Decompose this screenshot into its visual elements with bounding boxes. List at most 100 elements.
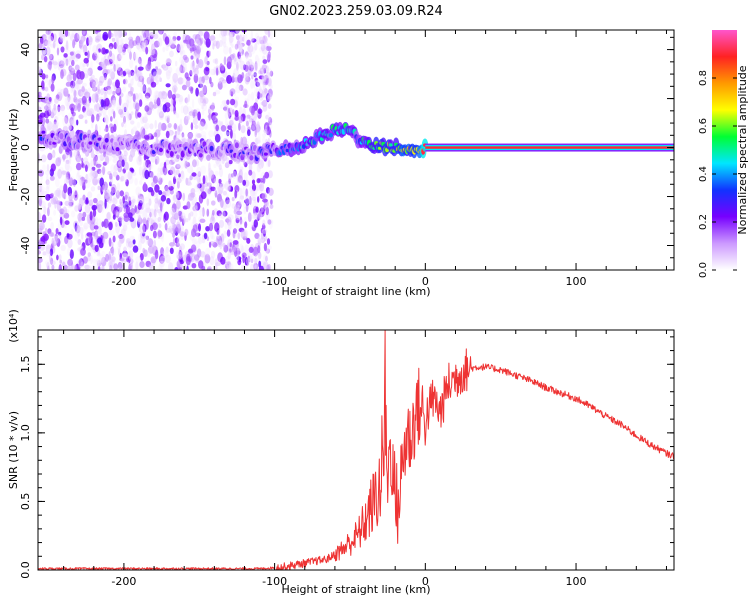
noise-speckle (167, 89, 173, 99)
noise-speckle (193, 117, 198, 124)
noise-speckle (257, 131, 261, 140)
noise-speckle (116, 232, 120, 239)
noise-speckle (202, 98, 207, 107)
noise-speckle (149, 211, 152, 218)
noise-speckle (208, 171, 212, 180)
noise-speckle (87, 178, 92, 183)
noise-speckle (83, 222, 89, 230)
noise-speckle (161, 90, 166, 96)
noise-speckle (232, 228, 238, 234)
noise-speckle (123, 150, 128, 157)
noise-speckle (254, 60, 258, 71)
noise-speckle (245, 188, 248, 197)
noise-speckle (38, 240, 41, 245)
noise-speckle (93, 263, 98, 270)
noise-speckle (87, 67, 93, 77)
noise-speckle (214, 133, 221, 143)
noise-speckle (258, 210, 262, 218)
noise-speckle (267, 53, 271, 63)
noise-speckle (112, 197, 116, 203)
noise-speckle (97, 266, 101, 270)
noise-speckle (245, 120, 249, 127)
noise-speckle (218, 219, 225, 228)
noise-speckle (61, 170, 67, 175)
noise-speckle (108, 50, 113, 57)
noise-speckle (68, 193, 73, 202)
noise-speckle (260, 44, 266, 52)
noise-speckle (204, 253, 211, 264)
noise-speckle (210, 68, 216, 76)
noise-speckle (153, 90, 160, 100)
noise-speckle (202, 207, 205, 217)
noise-speckle (76, 30, 81, 39)
noise-speckle (194, 124, 199, 130)
noise-speckle (94, 103, 98, 110)
noise-speckle (110, 183, 117, 194)
noise-speckle (173, 123, 177, 130)
noise-speckle (123, 224, 128, 232)
noise-speckle (57, 58, 63, 65)
noise-speckle (214, 258, 218, 267)
noise-speckle (186, 97, 189, 106)
noise-speckle (263, 122, 270, 132)
noise-speckle (262, 223, 265, 228)
noise-speckle (74, 148, 79, 159)
noise-speckle (92, 258, 97, 264)
noise-speckle (169, 247, 174, 254)
noise-speckle (263, 128, 268, 136)
noise-speckle (148, 264, 153, 269)
noise-speckle (105, 155, 110, 165)
noise-speckle (234, 116, 240, 121)
noise-speckle (261, 64, 267, 70)
noise-speckle (175, 242, 180, 247)
noise-speckle (174, 191, 180, 199)
noise-speckle (38, 197, 42, 207)
noise-speckle (127, 113, 130, 122)
noise-speckle (58, 231, 62, 236)
noise-speckle (83, 179, 88, 184)
noise-speckle (138, 99, 143, 107)
noise-speckle (192, 117, 198, 126)
noise-speckle (212, 115, 217, 122)
noise-speckle (238, 44, 244, 53)
noise-speckle (139, 261, 145, 268)
noise-speckle (206, 208, 210, 217)
noise-speckle (221, 100, 228, 105)
noise-speckle (214, 265, 218, 270)
noise-speckle (201, 265, 206, 270)
signal-core (198, 153, 203, 158)
noise-speckle (220, 124, 227, 132)
noise-speckle (168, 130, 174, 136)
snr-y-scale-label: (x10⁴) (7, 309, 20, 343)
noise-speckle (58, 264, 62, 270)
noise-speckle (101, 61, 107, 69)
noise-speckle (72, 189, 79, 196)
noise-speckle (64, 200, 70, 206)
noise-speckle (203, 157, 207, 162)
noise-speckle (117, 30, 123, 39)
noise-speckle (41, 214, 47, 223)
noise-speckle (65, 40, 69, 51)
noise-speckle (81, 30, 87, 37)
noise-speckle (150, 244, 157, 254)
noise-speckle (229, 30, 235, 33)
noise-speckle (185, 256, 191, 266)
noise-speckle (48, 105, 52, 115)
noise-speckle (199, 218, 206, 223)
noise-speckle (215, 67, 219, 76)
noise-speckle (198, 121, 205, 131)
noise-speckle (256, 121, 260, 131)
noise-speckle (255, 122, 260, 128)
noise-speckle (67, 247, 71, 256)
noise-speckle (258, 234, 265, 244)
noise-speckle (170, 104, 174, 112)
noise-speckle (168, 66, 173, 74)
noise-speckle (65, 177, 70, 184)
noise-speckle (125, 205, 131, 215)
noise-speckle (130, 128, 134, 135)
signal-core (209, 145, 214, 152)
noise-speckle (191, 200, 195, 206)
noise-speckle (74, 205, 79, 212)
noise-speckle (61, 108, 65, 118)
